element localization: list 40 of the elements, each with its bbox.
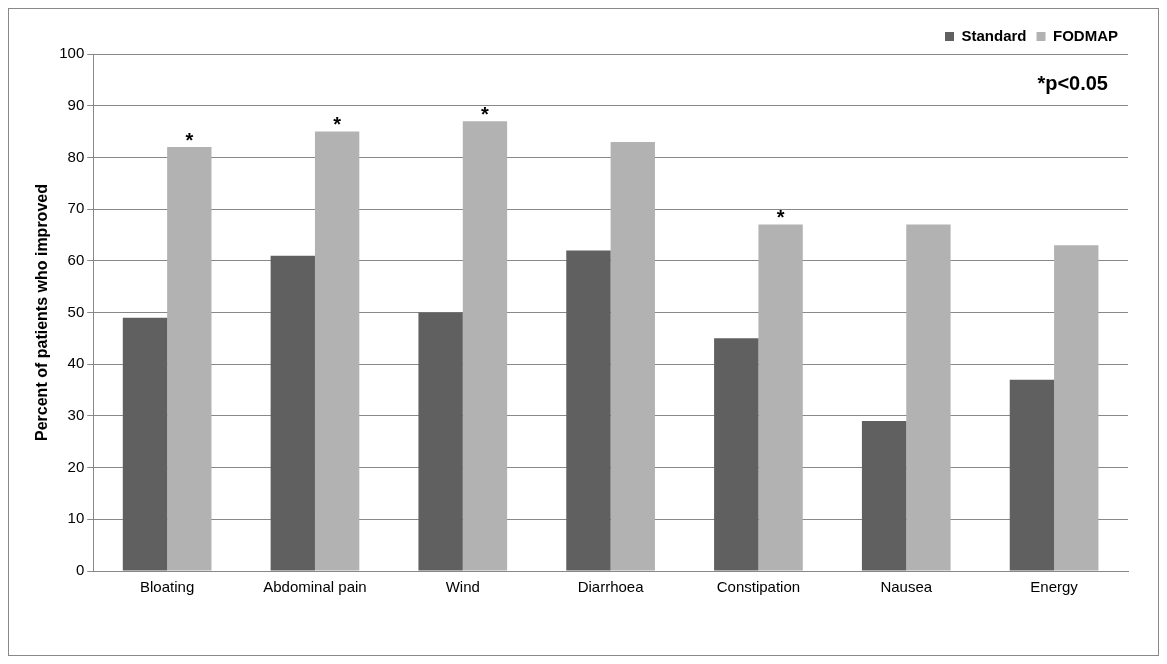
bar: [270, 255, 315, 571]
bar: [1054, 245, 1099, 571]
annotation: *: [776, 206, 785, 229]
x-tick-label: Diarrhoea: [577, 578, 645, 596]
y-tick-label: 60: [67, 250, 85, 268]
bar: [314, 131, 360, 571]
x-tick-label: Bloating: [140, 578, 195, 596]
bar: [566, 250, 611, 571]
bar: [462, 121, 508, 571]
x-tick-label: Energy: [1030, 578, 1079, 596]
bar: [418, 312, 463, 571]
y-tick-label: 70: [67, 199, 85, 217]
legend-label: FODMAP: [1053, 26, 1118, 44]
y-tick-label: 50: [67, 302, 85, 320]
x-tick-label: Constipation: [716, 578, 801, 596]
y-axis-title: Percent of patients who improved: [33, 184, 51, 441]
bar: [861, 421, 907, 571]
y-tick-label: 20: [67, 457, 85, 475]
bar: [167, 147, 212, 571]
legend-label: Standard: [961, 26, 1027, 44]
y-tick-label: 100: [59, 44, 85, 62]
y-tick-label: 10: [67, 509, 85, 527]
bar: [610, 141, 655, 571]
x-tick-label: Abdominal pain: [263, 578, 367, 596]
x-tick-label: Nausea: [880, 578, 933, 596]
annotation: *: [333, 113, 342, 136]
bar: [1009, 379, 1055, 571]
annotation: *: [481, 102, 490, 125]
y-tick-label: 0: [75, 561, 85, 579]
bar: [906, 224, 951, 571]
y-tick-label: 30: [67, 406, 85, 424]
bar: [714, 338, 759, 571]
x-tick-label: Wind: [445, 578, 480, 596]
annotation: *: [185, 128, 194, 151]
annotation: *p<0.05: [1037, 71, 1108, 94]
bar: [758, 224, 803, 571]
y-tick-label: 40: [67, 354, 85, 372]
bar: [122, 317, 168, 571]
y-tick-label: 80: [67, 147, 85, 165]
y-tick-label: 90: [67, 95, 85, 113]
